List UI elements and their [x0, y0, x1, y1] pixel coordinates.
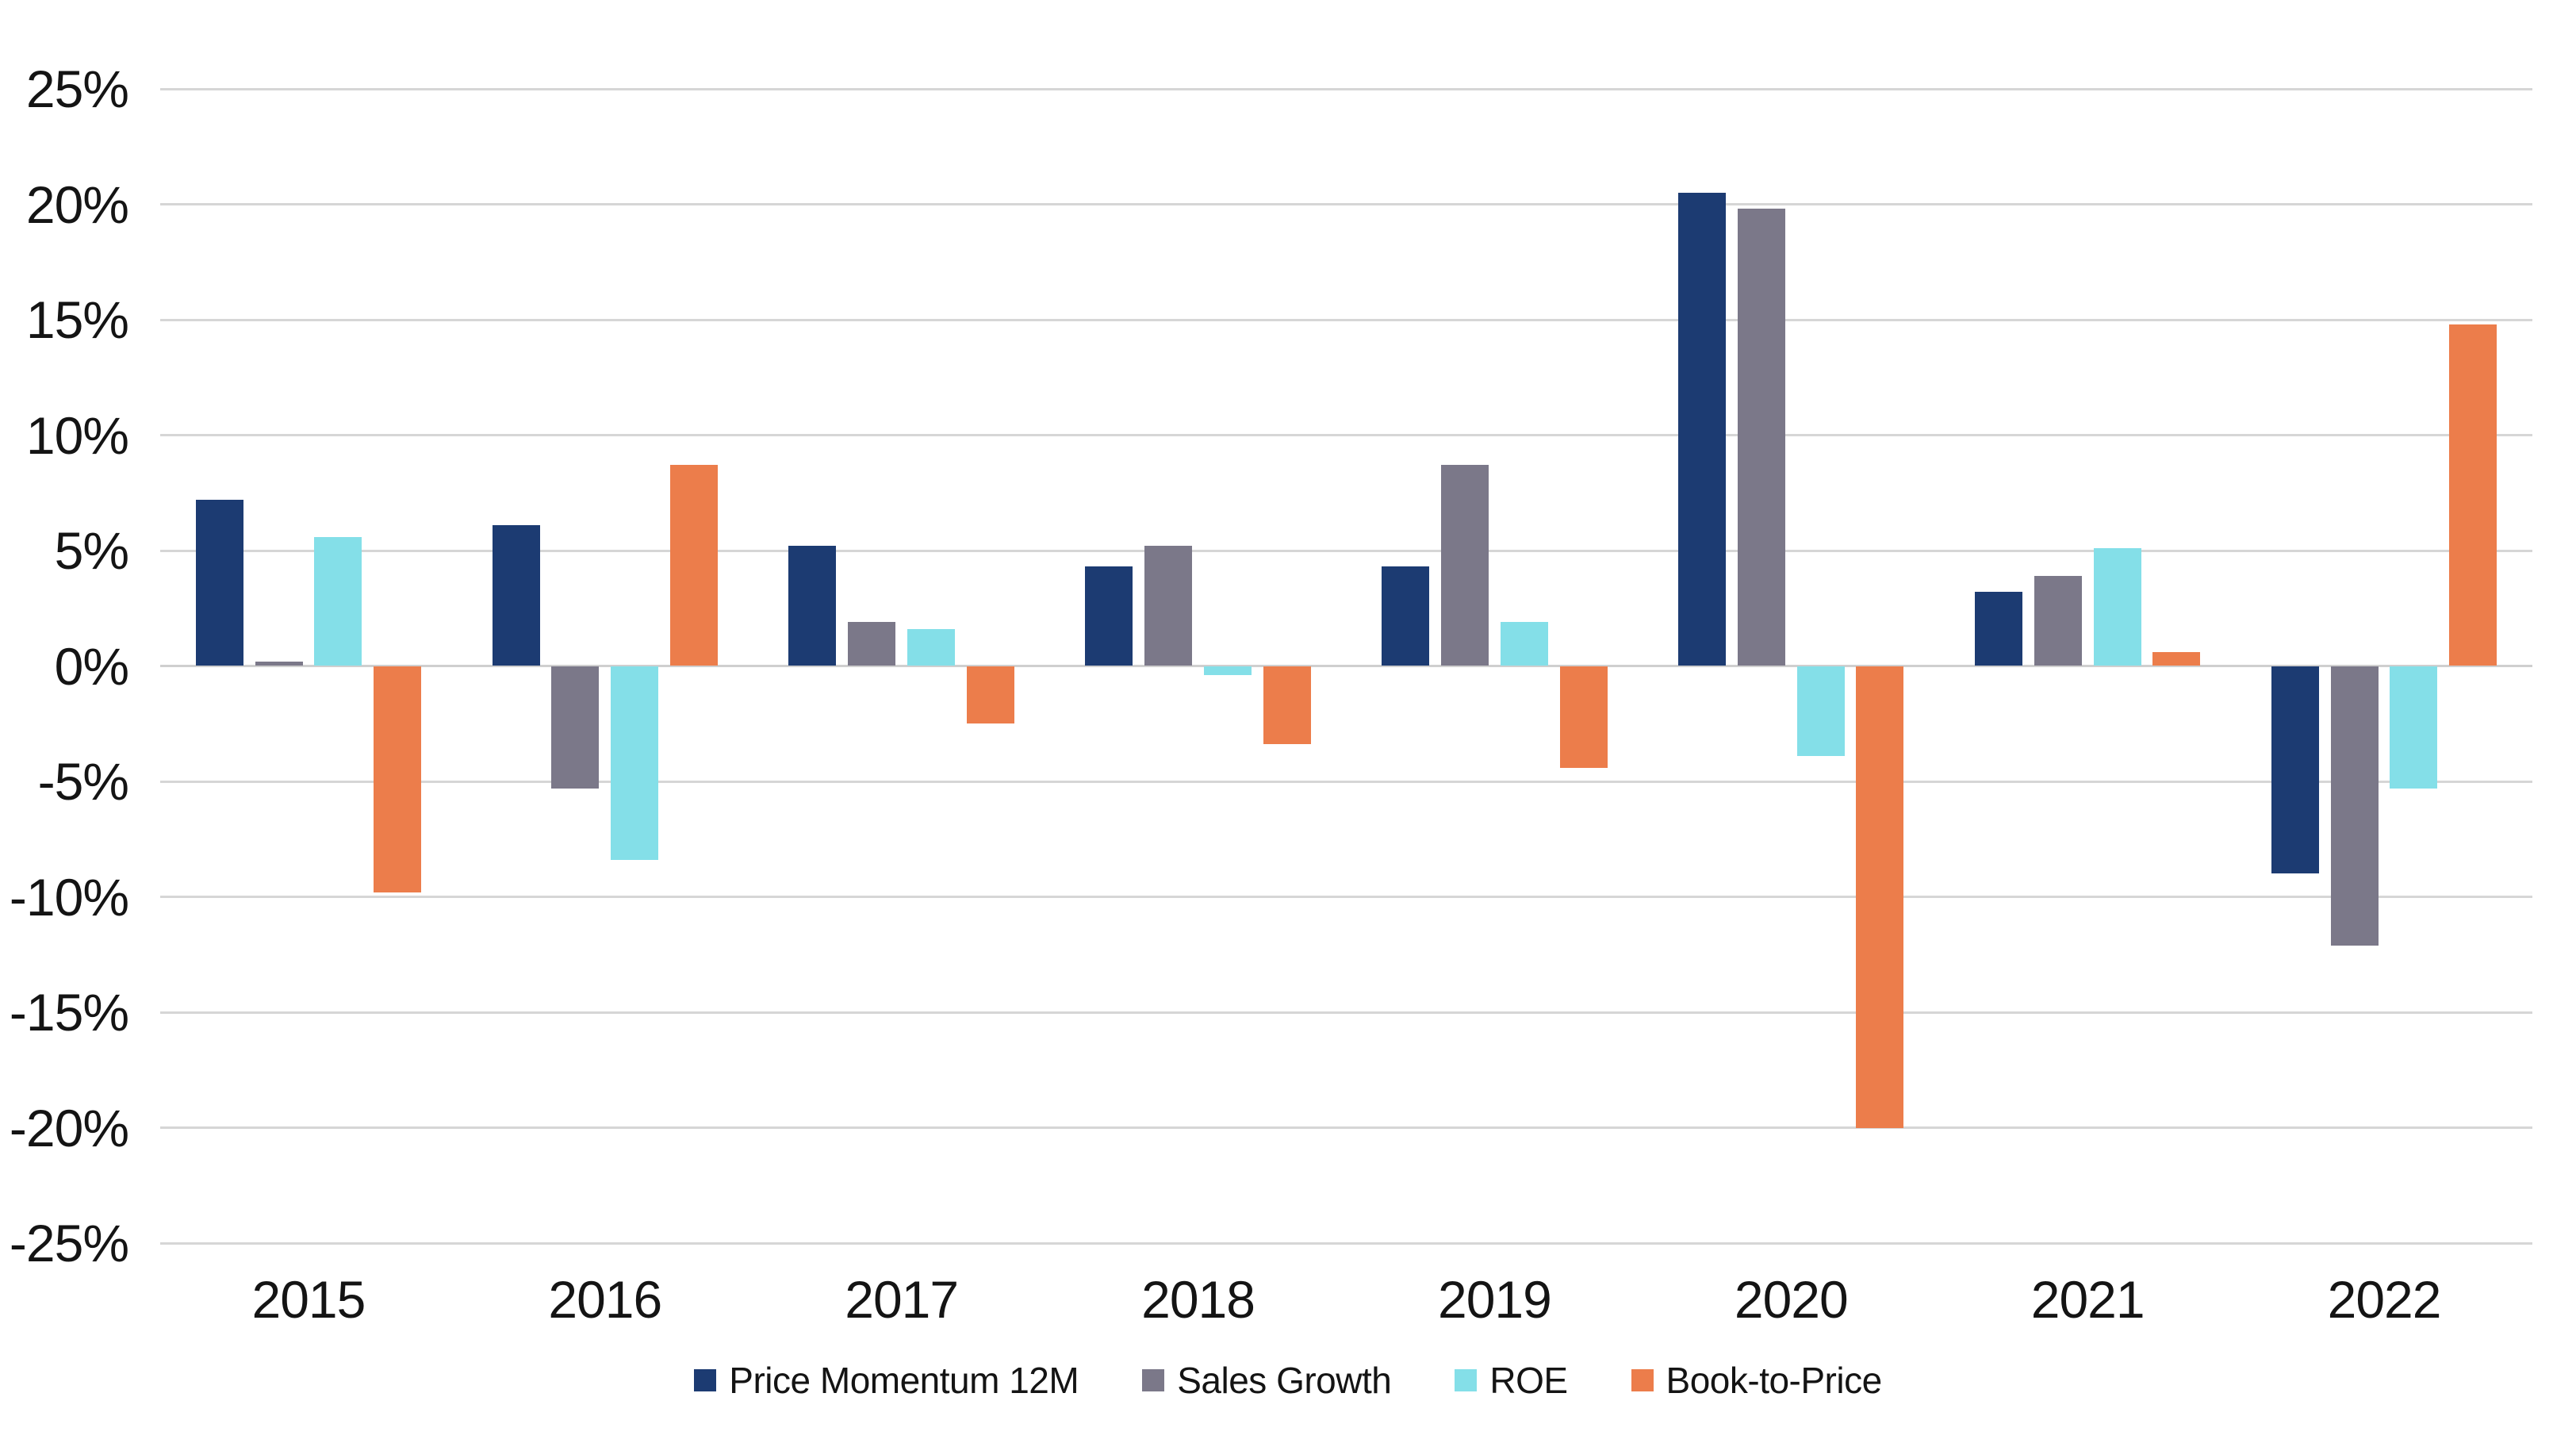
gridline--5pct: [160, 780, 2532, 783]
bar-2016-sales-growth: [551, 666, 600, 789]
bar-2017-price-momentum-12m: [788, 546, 837, 666]
x-tick-label-2017: 2017: [845, 1270, 959, 1329]
legend-swatch-sales-growth: [1142, 1369, 1165, 1391]
gridline-10pct: [160, 434, 2532, 436]
bar-2018-book-to-price: [1263, 666, 1311, 745]
y-tick-label--15pct: -15%: [9, 983, 129, 1042]
gridline-0pct: [160, 665, 2532, 667]
legend-swatch-roe: [1455, 1369, 1478, 1391]
bar-2022-price-momentum-12m: [2271, 666, 2319, 874]
legend-label-sales-growth: Sales Growth: [1177, 1360, 1392, 1401]
bar-2021-roe: [2093, 548, 2141, 666]
x-tick-label-2018: 2018: [1141, 1270, 1255, 1329]
gridline--20pct: [160, 1126, 2532, 1129]
bar-2019-book-to-price: [1559, 666, 1608, 768]
x-tick-label-2016: 2016: [548, 1270, 662, 1329]
plot-area: [160, 87, 2532, 1245]
gridline--10pct: [160, 896, 2532, 898]
bar-2020-roe: [1796, 666, 1845, 756]
legend-label-book-to-price: Book-to-Price: [1666, 1360, 1883, 1401]
bar-2017-roe: [907, 628, 956, 666]
gridline-5pct: [160, 549, 2532, 552]
gridline--25pct: [160, 1242, 2532, 1245]
x-tick-label-2022: 2022: [2327, 1270, 2442, 1329]
bar-2015-price-momentum-12m: [195, 499, 243, 666]
bar-2019-roe: [1500, 622, 1548, 666]
bar-2015-sales-growth: [255, 661, 303, 666]
legend-label-price-momentum-12m: Price Momentum 12M: [729, 1360, 1079, 1401]
legend-item-price-momentum-12m: Price Momentum 12M: [694, 1358, 1079, 1403]
legend: Price Momentum 12M Sales Growth ROE Book…: [0, 1358, 2576, 1403]
x-tick-label-2015: 2015: [251, 1270, 366, 1329]
y-tick-label--10pct: -10%: [9, 867, 129, 927]
legend-label-roe: ROE: [1489, 1360, 1568, 1401]
y-tick-label--20pct: -20%: [9, 1098, 129, 1157]
bar-2021-book-to-price: [2152, 652, 2201, 666]
bar-2022-roe: [2390, 666, 2438, 789]
y-tick-label-5pct: 5%: [54, 521, 129, 580]
legend-item-roe: ROE: [1455, 1358, 1568, 1403]
legend-item-book-to-price: Book-to-Price: [1631, 1358, 1882, 1403]
bar-2018-price-momentum-12m: [1085, 566, 1133, 666]
bar-2016-book-to-price: [669, 465, 718, 666]
x-tick-label-2019: 2019: [1438, 1270, 1552, 1329]
bar-2017-sales-growth: [848, 622, 896, 666]
bar-2019-price-momentum-12m: [1382, 566, 1430, 666]
bar-2016-roe: [611, 666, 659, 860]
bar-2015-book-to-price: [374, 666, 422, 892]
bar-2022-book-to-price: [2449, 324, 2497, 666]
gridline--15pct: [160, 1011, 2532, 1014]
bar-2018-sales-growth: [1144, 546, 1193, 666]
gridline-25pct: [160, 87, 2532, 90]
x-tick-label-2020: 2020: [1734, 1270, 1849, 1329]
y-tick-label-15pct: 15%: [25, 290, 129, 349]
bar-2021-price-momentum-12m: [1974, 592, 2022, 666]
bar-2022-sales-growth: [2330, 666, 2379, 946]
y-tick-label--25pct: -25%: [9, 1214, 129, 1272]
legend-swatch-book-to-price: [1631, 1369, 1654, 1391]
bar-2018-roe: [1203, 666, 1252, 676]
y-tick-label-0pct: 0%: [54, 636, 129, 696]
bar-2017-book-to-price: [966, 666, 1014, 724]
y-tick-label-25pct: 25%: [25, 59, 129, 118]
y-tick-label--5pct: -5%: [37, 752, 129, 811]
bar-2016-price-momentum-12m: [492, 524, 540, 666]
gridline-15pct: [160, 318, 2532, 321]
legend-item-sales-growth: Sales Growth: [1142, 1358, 1392, 1403]
y-tick-label-10pct: 10%: [25, 405, 129, 465]
gridline-20pct: [160, 203, 2532, 205]
x-tick-label-2021: 2021: [2030, 1270, 2145, 1329]
bar-2015-roe: [314, 536, 362, 666]
bar-2020-price-momentum-12m: [1678, 192, 1727, 666]
bar-2021-sales-growth: [2034, 576, 2082, 666]
legend-swatch-price-momentum-12m: [694, 1369, 717, 1391]
y-tick-label-20pct: 20%: [25, 175, 129, 234]
bar-2020-book-to-price: [1856, 666, 1904, 1128]
bar-2020-sales-growth: [1737, 209, 1785, 666]
bar-2019-sales-growth: [1441, 465, 1489, 666]
